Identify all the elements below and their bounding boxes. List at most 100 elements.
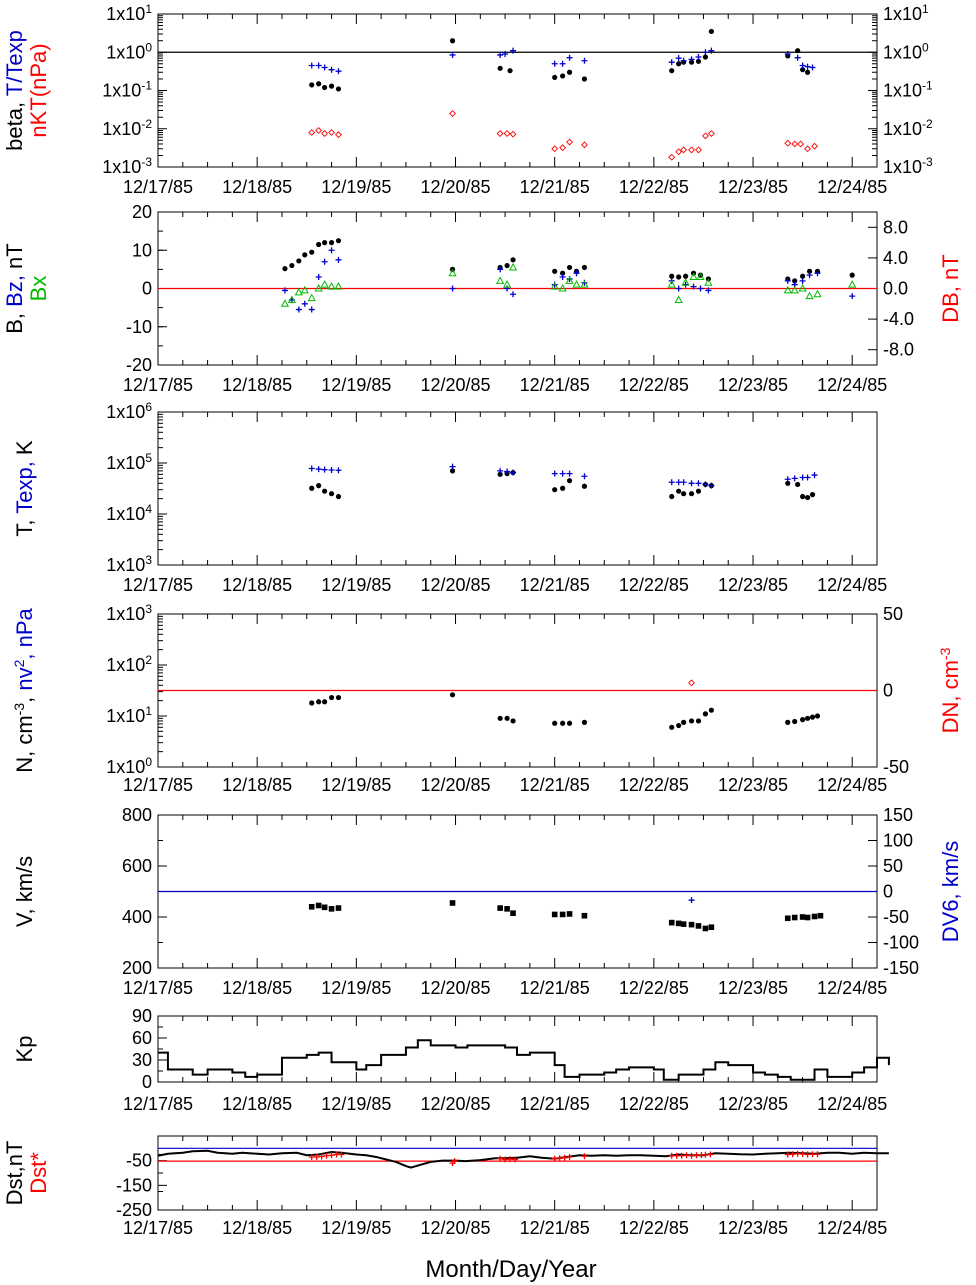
x-tick-label: 12/24/85 (817, 775, 887, 795)
data-point (497, 1155, 504, 1162)
y-tick-label-left: 1x10-1 (102, 79, 152, 101)
data-point (688, 921, 695, 928)
y-tick-label-right-exponent: -2 (922, 117, 933, 131)
x-tick-label: 12/22/85 (619, 575, 689, 595)
x-tick-label: 12/22/85 (619, 1094, 689, 1114)
series-line (157, 1149, 889, 1169)
x-tick-label: 12/18/85 (222, 775, 292, 795)
x-tick-label: 12/22/85 (619, 1218, 689, 1238)
data-point (335, 131, 342, 139)
y-tick-label-left: 1x101 (106, 2, 152, 24)
data-point (688, 897, 695, 904)
data-point (695, 718, 702, 724)
series-b (282, 238, 855, 284)
series-dst- (308, 1150, 821, 1167)
data-point (804, 474, 811, 481)
y-axis-label-left-part: Bz, (2, 269, 27, 307)
y-tick-label-left: 10 (132, 240, 152, 260)
data-point (510, 257, 516, 263)
data-point (668, 919, 675, 926)
data-point (695, 488, 702, 494)
data-point (695, 146, 702, 154)
data-point (559, 470, 566, 477)
y-tick-label-right: 1x100 (883, 40, 929, 62)
data-point (688, 56, 695, 63)
data-point (566, 911, 573, 917)
y-axis-label-left-part: , (12, 691, 37, 703)
y-tick-label-right-exponent: 1 (922, 2, 929, 16)
data-point (581, 76, 588, 82)
panel-6: 12/17/85 12/18/85 12/19/85 12/20/85 12/21/85… (12, 1006, 890, 1114)
data-point (504, 468, 511, 475)
y-axis-label-left-part: K (12, 440, 37, 455)
data-point (783, 285, 792, 294)
y-tick-label-left: -50 (126, 1151, 152, 1171)
data-point (701, 132, 709, 140)
data-point (676, 488, 682, 494)
y-tick-label-left: -10 (126, 317, 152, 337)
y-tick-label-left: -150 (116, 1175, 152, 1195)
data-point (308, 465, 315, 472)
panel-7: 12/17/85 12/18/85 12/19/85 12/20/85 12/21/85… (2, 1135, 889, 1238)
y-axis-label-right: DB, nT (938, 254, 963, 322)
data-point (308, 904, 315, 910)
data-point (809, 64, 816, 71)
y-axis-label-right: DN, cm-3 (937, 647, 963, 733)
data-point (708, 924, 715, 930)
data-point (702, 54, 709, 60)
y-tick-label-left: 1x102 (106, 653, 152, 675)
data-point (449, 463, 456, 470)
data-point (334, 282, 343, 290)
data-point (560, 485, 566, 491)
data-point (315, 127, 323, 134)
data-point (804, 914, 811, 921)
x-tick-label: 12/18/85 (222, 1094, 292, 1114)
data-point (328, 491, 335, 497)
data-point (804, 63, 811, 70)
data-point (675, 920, 682, 927)
data-point (811, 142, 818, 150)
y-tick-label-right: -8.0 (883, 340, 914, 360)
data-point (688, 491, 695, 497)
data-point (322, 488, 328, 494)
y-axis-label-right-part: DB, nT (938, 254, 963, 322)
data-point (316, 483, 322, 489)
x-tick-label: 12/20/85 (420, 177, 490, 197)
data-point (335, 256, 342, 263)
data-point (581, 57, 588, 64)
data-point (805, 291, 814, 300)
data-point (507, 68, 513, 74)
data-point (510, 469, 517, 476)
x-tick-label: 12/18/85 (222, 978, 292, 998)
y-axis-label-left: N, cm-3, nv2, nPa (11, 607, 37, 772)
y-tick-label-left: 1x100 (106, 755, 152, 777)
data-point (328, 240, 335, 246)
data-point (798, 283, 807, 292)
x-tick-label: 12/22/85 (619, 978, 689, 998)
data-point (566, 138, 574, 146)
x-tick-label: 12/19/85 (321, 775, 391, 795)
x-tick-label: 12/24/85 (817, 177, 887, 197)
data-point (502, 51, 509, 58)
x-tick-label: 12/17/85 (123, 575, 193, 595)
y-tick-label-right: 1x10-2 (883, 117, 933, 139)
x-tick-label: 12/22/85 (619, 177, 689, 197)
y-tick-label-right: -4.0 (883, 309, 914, 329)
data-point (504, 285, 511, 292)
y-tick-label-left: -250 (116, 1200, 152, 1220)
data-point (797, 140, 805, 148)
data-point (792, 718, 798, 725)
data-point (813, 289, 822, 298)
y-tick-label-left-exponent: 0 (145, 755, 152, 769)
data-point (707, 1151, 714, 1158)
data-point (690, 283, 697, 290)
y-tick-label-left: 90 (132, 1006, 152, 1026)
y-tick-label-left: -20 (126, 355, 152, 375)
x-tick-label: 12/23/85 (718, 978, 788, 998)
data-point (315, 902, 322, 909)
y-tick-label-left-exponent: 5 (145, 451, 152, 465)
data-point (695, 923, 702, 929)
data-point (296, 258, 302, 264)
x-tick-label: 12/17/85 (123, 1094, 193, 1114)
data-point (335, 86, 342, 92)
